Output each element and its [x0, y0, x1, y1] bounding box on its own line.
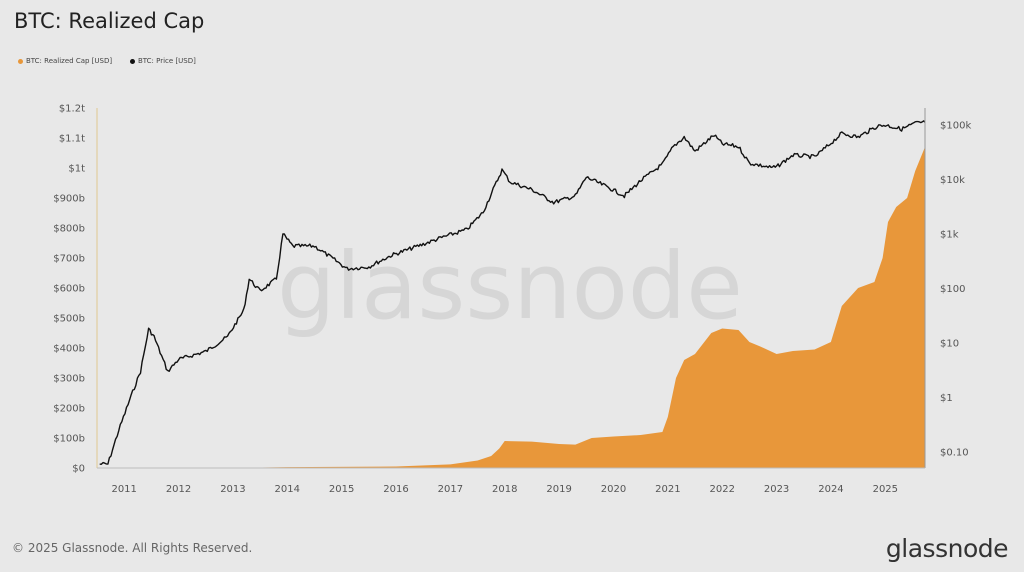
y-right-tick-label: $10: [940, 339, 959, 350]
y-left-tick-label: $400b: [53, 344, 85, 355]
x-tick-label: 2012: [166, 484, 191, 495]
x-tick-label: 2015: [329, 484, 354, 495]
x-tick-label: 2022: [709, 484, 734, 495]
x-tick-label: 2023: [764, 484, 789, 495]
y-left-tick-label: $1.1t: [59, 134, 85, 145]
y-right-tick-label: $1: [940, 393, 953, 404]
y-right-tick-label: $0.10: [940, 448, 969, 459]
x-tick-label: 2019: [546, 484, 571, 495]
watermark: glassnode: [277, 233, 743, 340]
y-left-tick-label: $900b: [53, 194, 85, 205]
y-left-tick-label: $0: [72, 464, 85, 475]
copyright: © 2025 Glassnode. All Rights Reserved.: [12, 541, 253, 555]
x-tick-label: 2013: [220, 484, 245, 495]
y-right-tick-label: $100: [940, 284, 965, 295]
x-tick-label: 2020: [601, 484, 626, 495]
legend-label: BTC: Realized Cap [USD]: [26, 57, 113, 65]
y-left-tick-label: $500b: [53, 314, 85, 325]
y-right-tick-label: $10k: [940, 175, 965, 186]
x-tick-label: 2024: [818, 484, 843, 495]
y-left-tick-label: $200b: [53, 404, 85, 415]
x-tick-label: 2014: [275, 484, 300, 495]
x-tick-label: 2025: [873, 484, 898, 495]
y-left-tick-label: $600b: [53, 284, 85, 295]
legend-dot-icon: [18, 58, 23, 64]
chart-title: BTC: Realized Cap: [14, 9, 205, 33]
x-tick-label: 2011: [111, 484, 136, 495]
y-right-tick-label: $100k: [940, 121, 971, 132]
legend-dot-icon: [130, 58, 135, 64]
y-right-tick-label: $1k: [940, 230, 959, 241]
y-left-tick-label: $100b: [53, 434, 85, 445]
legend-item-realized-cap[interactable]: BTC: Realized Cap [USD]: [18, 57, 112, 65]
y-left-tick-label: $300b: [53, 374, 85, 385]
y-left-tick-label: $800b: [53, 224, 85, 235]
legend-item-price[interactable]: BTC: Price [USD]: [130, 57, 196, 65]
y-left-tick-label: $1.2t: [59, 104, 85, 115]
realized-cap-area: [99, 147, 925, 468]
legend-label: BTC: Price [USD]: [138, 57, 196, 65]
x-tick-label: 2016: [383, 484, 408, 495]
glassnode-logo: glassnode: [885, 534, 1009, 563]
x-tick-label: 2017: [438, 484, 463, 495]
x-tick-label: 2021: [655, 484, 680, 495]
x-tick-label: 2018: [492, 484, 517, 495]
y-left-tick-label: $700b: [53, 254, 85, 265]
y-left-tick-label: $1t: [68, 164, 85, 175]
price-line: [99, 120, 926, 465]
